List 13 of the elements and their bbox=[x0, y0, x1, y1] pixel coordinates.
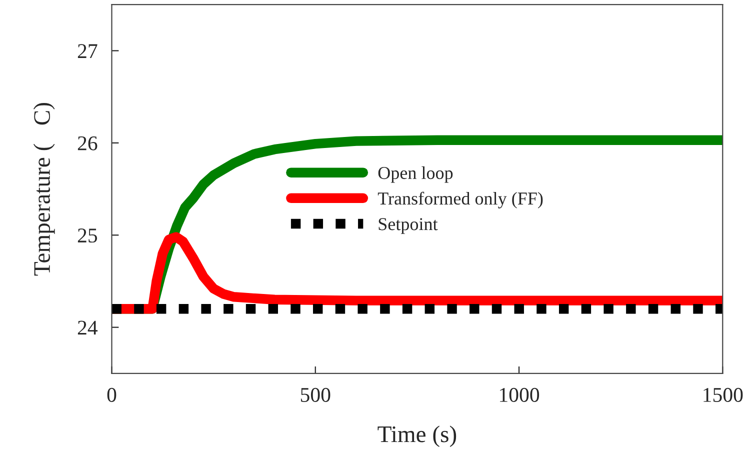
y-tick-label: 25 bbox=[78, 228, 98, 243]
x-tick-label: 1500 bbox=[704, 388, 743, 402]
x-tick-label: 0 bbox=[107, 388, 116, 402]
y-tick-label: 27 bbox=[78, 44, 98, 58]
legend-label: Setpoint bbox=[378, 218, 438, 234]
y-tick-label: 24 bbox=[78, 320, 98, 335]
x-axis-title: Time (s) bbox=[378, 426, 456, 448]
x-tick-label: 500 bbox=[300, 388, 330, 402]
x-tick-label: 1000 bbox=[500, 388, 540, 402]
legend-label: Transformed only (FF) bbox=[378, 192, 543, 208]
y-axis-title: Temperature ( C) bbox=[33, 103, 55, 276]
y-tick-label: 26 bbox=[78, 136, 98, 150]
legend-label: Open loop bbox=[378, 166, 453, 183]
